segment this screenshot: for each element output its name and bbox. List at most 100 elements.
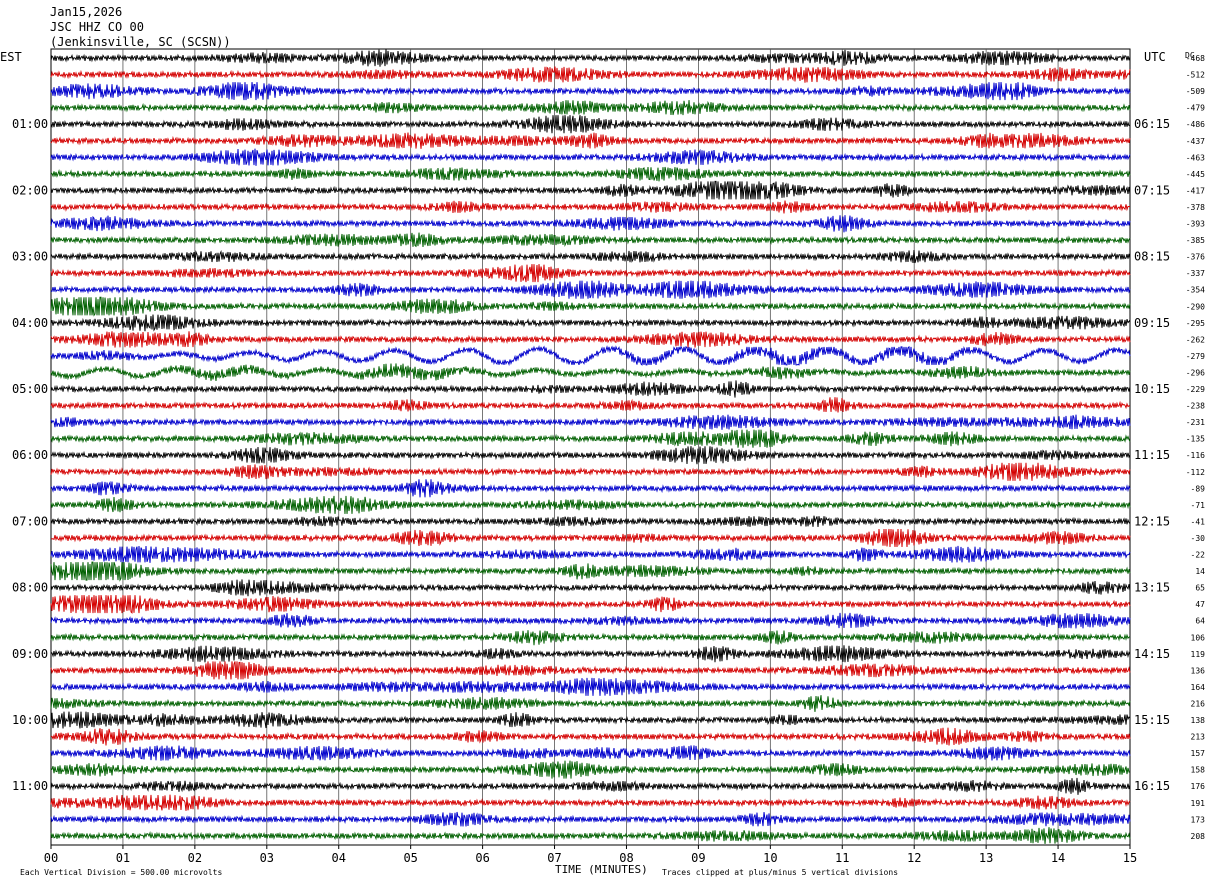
- trace-10: [50, 200, 1131, 214]
- trace-47: [50, 811, 1131, 827]
- dc-offset-label: -509: [1186, 87, 1205, 96]
- trace-21: [50, 380, 1131, 398]
- utc-hour-label: 13:15: [1134, 581, 1170, 595]
- trace-46: [50, 794, 1131, 811]
- dc-offset-label: -385: [1186, 236, 1205, 245]
- est-hour-label: 09:00: [12, 647, 48, 661]
- utc-hour-label: 07:15: [1134, 183, 1170, 197]
- dc-offset-label: 191: [1191, 799, 1206, 808]
- trace-6: [50, 132, 1131, 149]
- dc-axis-title: DC: [1185, 51, 1195, 60]
- trace-42: [51, 727, 1131, 746]
- dc-offset-label: 14: [1195, 567, 1205, 576]
- dc-offset-label: -437: [1186, 137, 1205, 146]
- trace-39: [50, 677, 1131, 696]
- dc-offset-label: -463: [1186, 153, 1205, 162]
- dc-offset-label: -479: [1186, 104, 1205, 113]
- est-hour-label: 08:00: [12, 581, 48, 595]
- dc-offset-label: -262: [1186, 335, 1205, 344]
- trace-36: [50, 630, 1131, 646]
- dc-offset-label: -417: [1186, 186, 1205, 195]
- dc-offset-label: 136: [1191, 666, 1206, 675]
- dc-offset-label: 216: [1191, 699, 1206, 708]
- utc-hour-label: 08:15: [1134, 250, 1170, 264]
- utc-hour-label: 16:15: [1134, 779, 1170, 793]
- dc-offset-label: 208: [1191, 832, 1206, 841]
- est-hour-label: 07:00: [12, 514, 48, 528]
- trace-17: [50, 314, 1131, 332]
- trace-37: [50, 645, 1131, 663]
- x-tick-label: 14: [1051, 851, 1065, 865]
- trace-41: [50, 711, 1131, 729]
- dc-offset-label: -295: [1186, 319, 1205, 328]
- est-hour-label: 02:00: [12, 183, 48, 197]
- trace-15: [50, 280, 1131, 299]
- dc-offset-label: -71: [1191, 501, 1206, 510]
- x-tick-label: 05: [403, 851, 417, 865]
- x-tick-label: 00: [44, 851, 58, 865]
- dc-offset-label: 157: [1191, 749, 1206, 758]
- trace-16: [50, 296, 1131, 317]
- est-hour-label: 01:00: [12, 117, 48, 131]
- plot-date: Jan15,2026: [50, 5, 123, 19]
- dc-offset-label: -30: [1191, 534, 1206, 543]
- clip-note: Traces clipped at plus/minus 5 vertical …: [662, 868, 898, 877]
- trace-3: [50, 82, 1131, 101]
- dc-offset-label: -376: [1186, 253, 1205, 262]
- x-tick-label: 09: [691, 851, 705, 865]
- est-hour-label: 10:00: [12, 713, 48, 727]
- dc-offset-label: 65: [1195, 584, 1205, 593]
- x-tick-label: 15: [1123, 851, 1137, 865]
- trace-32: [50, 561, 1131, 582]
- dc-offset-label: -445: [1186, 170, 1205, 179]
- dc-offset-label: 47: [1195, 600, 1205, 609]
- utc-hour-label: 12:15: [1134, 514, 1170, 528]
- dc-offset-label: -290: [1186, 302, 1205, 311]
- trace-7: [50, 148, 1131, 166]
- trace-24: [50, 429, 1131, 448]
- x-tick-label: 02: [188, 851, 202, 865]
- trace-27: [50, 479, 1131, 498]
- dc-offset-label: 164: [1191, 683, 1206, 692]
- x-tick-label: 06: [475, 851, 489, 865]
- dc-offset-label: -112: [1186, 468, 1205, 477]
- x-tick-label: 08: [619, 851, 633, 865]
- utc-hour-label: 06:15: [1134, 117, 1170, 131]
- trace-33: [50, 579, 1131, 597]
- dc-offset-label: -22: [1191, 551, 1206, 560]
- dc-offset-label: -393: [1186, 220, 1205, 229]
- trace-38: [50, 661, 1131, 680]
- right-axis-title: UTC: [1144, 50, 1166, 64]
- trace-40: [50, 695, 1131, 712]
- utc-hour-label: 09:15: [1134, 316, 1170, 330]
- trace-20: [50, 363, 1131, 381]
- dc-offset-label: -279: [1186, 352, 1205, 361]
- trace-18: [50, 331, 1131, 348]
- trace-34: [50, 594, 1131, 614]
- trace-9: [50, 180, 1131, 200]
- trace-1: [50, 49, 1131, 67]
- trace-29: [50, 515, 1131, 528]
- dc-offset-label: -238: [1186, 402, 1205, 411]
- x-tick-label: 03: [260, 851, 274, 865]
- trace-30: [50, 528, 1131, 548]
- trace-19: [50, 345, 1131, 367]
- x-tick-label: 07: [547, 851, 561, 865]
- left-axis-title: EST: [0, 50, 22, 64]
- trace-44: [50, 760, 1131, 779]
- dc-offset-label: -135: [1186, 435, 1205, 444]
- dc-offset-label: 106: [1191, 633, 1206, 642]
- scale-note: Each Vertical Division = 500.00 microvol…: [20, 868, 222, 877]
- dc-offset-label: -337: [1186, 269, 1205, 278]
- est-hour-label: 04:00: [12, 316, 48, 330]
- dc-offset-label: 119: [1191, 650, 1206, 659]
- dc-offset-label: -486: [1186, 120, 1205, 129]
- trace-35: [50, 612, 1131, 629]
- dc-offset-label: -41: [1191, 517, 1206, 526]
- station-location: (Jenkinsville, SC (SCSN)): [50, 35, 231, 49]
- est-hour-label: 05:00: [12, 382, 48, 396]
- trace-43: [50, 745, 1131, 761]
- trace-8: [50, 166, 1131, 182]
- trace-26: [50, 462, 1131, 481]
